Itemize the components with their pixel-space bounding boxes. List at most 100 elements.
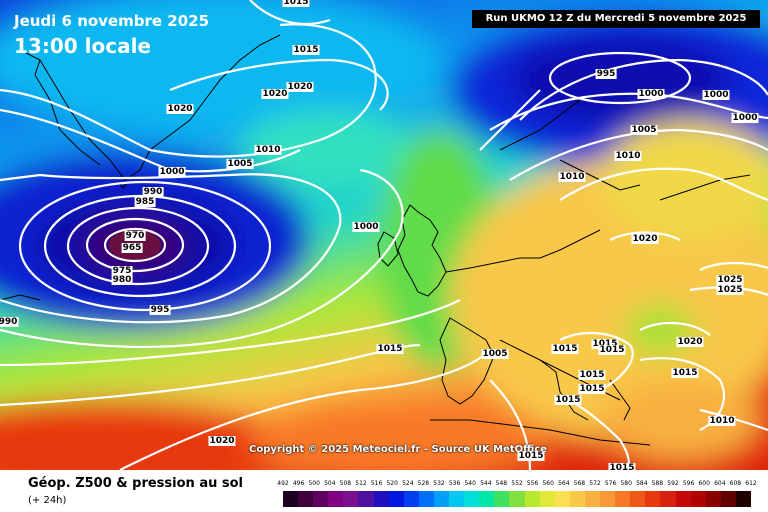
isobar-label: 1020 <box>166 104 194 114</box>
legend-footer: Géop. Z500 & pression au sol (+ 24h) 492… <box>0 470 768 512</box>
legend-tick-label: 524 <box>402 480 414 487</box>
legend-swatch <box>433 491 450 507</box>
forecast-date: Jeudi 6 novembre 2025 <box>14 12 210 30</box>
isobar-label: 1015 <box>551 344 579 354</box>
isobar-label: 1015 <box>591 339 619 349</box>
isobar-label: 985 <box>134 197 156 207</box>
isobar-label: 990 <box>142 187 164 197</box>
pressure-map-canvas <box>0 0 768 470</box>
legend-swatch <box>600 491 616 507</box>
legend-swatch <box>479 491 495 507</box>
legend-swatch <box>328 491 344 507</box>
legend-tick-label: 516 <box>370 480 383 487</box>
isobar-label: 1000 <box>352 222 380 232</box>
legend-tick-labels: 492 496 500 504 508 512 516 520 524 528 532 536 540 5… <box>277 480 756 489</box>
legend-tick-label: 596 <box>682 480 695 487</box>
legend-swatch <box>645 491 661 507</box>
product-title: Géop. Z500 & pression au sol <box>28 476 243 491</box>
legend-tick-label: 532 <box>433 480 445 487</box>
legend-tick-label: 556 <box>526 480 539 487</box>
legend-tick-label: 540 <box>464 480 476 487</box>
legend-swatch <box>464 491 480 507</box>
isobar-label: 1025 <box>716 275 744 285</box>
legend-swatch <box>343 491 359 507</box>
isobar-label: 1010 <box>614 151 642 161</box>
legend-swatch <box>675 491 692 507</box>
isobar-label: 1005 <box>630 125 658 135</box>
legend-tick-label: 576 <box>604 480 617 487</box>
legend-swatch <box>403 491 420 507</box>
isobar-label: 1005 <box>226 159 254 169</box>
legend-swatch <box>584 491 601 507</box>
legend-tick-label: 492 <box>277 480 289 487</box>
isobar-label: 1020 <box>261 89 289 99</box>
color-legend: 492 496 500 504 508 512 516 520 524 528 532 536 540 5… <box>277 480 757 507</box>
legend-swatch <box>283 491 299 507</box>
forecast-time: 13:00 locale <box>14 34 151 58</box>
isobar-label: 995 <box>595 69 617 79</box>
isobar-label: 995 <box>149 305 171 315</box>
isobar-label: 1015 <box>608 463 636 470</box>
legend-swatch <box>494 491 510 507</box>
isobar-label: 1020 <box>676 337 704 347</box>
legend-tick-label: 604 <box>714 480 726 487</box>
isobar-label: 1015 <box>282 0 310 7</box>
legend-tick-label: 568 <box>573 480 586 487</box>
isobar-label: 1010 <box>254 145 282 155</box>
isobar-label: 1015 <box>598 345 626 355</box>
legend-tick-label: 512 <box>355 480 367 487</box>
legend-swatch <box>690 491 707 507</box>
isobar-label: 1000 <box>702 90 730 100</box>
isobar-label: 970 <box>124 231 146 241</box>
isobar-label: 1015 <box>292 45 320 55</box>
isobar-label: 1015 <box>554 395 582 405</box>
legend-swatch <box>524 491 541 507</box>
legend-swatch <box>660 491 676 507</box>
legend-swatch <box>418 491 435 507</box>
isobar-label: 975 <box>111 266 133 276</box>
product-subtitle: (+ 24h) <box>28 495 67 506</box>
legend-swatch <box>313 491 329 507</box>
legend-swatch <box>630 491 646 507</box>
legend-tick-label: 612 <box>745 480 757 487</box>
legend-swatch <box>358 491 375 507</box>
isobar-label: 1015 <box>376 344 404 354</box>
legend-color-bar <box>283 491 752 507</box>
legend-swatch <box>735 491 752 507</box>
isobar-label: 1010 <box>708 416 736 426</box>
isobar-label: 1015 <box>671 368 699 378</box>
isobar-label: 965 <box>121 243 143 253</box>
legend-tick-label: 528 <box>417 480 430 487</box>
legend-tick-label: 552 <box>511 480 523 487</box>
isobar-label: 1000 <box>731 113 759 123</box>
isobar-label: 1020 <box>286 82 314 92</box>
legend-tick-label: 584 <box>636 480 648 487</box>
legend-tick-label: 520 <box>386 480 398 487</box>
legend-swatch <box>373 491 390 507</box>
legend-swatch <box>539 491 556 507</box>
legend-swatch <box>569 491 586 507</box>
legend-tick-label: 496 <box>292 480 305 487</box>
legend-swatch <box>554 491 571 507</box>
legend-swatch <box>449 491 465 507</box>
legend-tick-label: 580 <box>620 480 632 487</box>
isobar-label: 1000 <box>637 89 665 99</box>
isobar-label: 980 <box>111 275 133 285</box>
isobar-label: 1015 <box>578 370 606 380</box>
isobar-label: 1020 <box>631 234 659 244</box>
isobar-label: 1015 <box>578 384 606 394</box>
isobar-label: 1010 <box>558 172 586 182</box>
legend-swatch <box>298 491 314 507</box>
legend-tick-label: 572 <box>589 480 601 487</box>
isobar-label: 990 <box>0 317 19 327</box>
legend-tick-label: 548 <box>495 480 508 487</box>
legend-tick-label: 564 <box>558 480 570 487</box>
copyright-notice: Copyright © 2025 Meteociel.fr - Source U… <box>249 444 548 455</box>
legend-tick-label: 500 <box>308 480 320 487</box>
isobar-label: 1015 <box>517 451 545 461</box>
isobar-label: 1025 <box>716 285 744 295</box>
legend-swatch <box>509 491 526 507</box>
legend-tick-label: 608 <box>729 480 742 487</box>
legend-swatch <box>615 491 631 507</box>
isobar-label: 1000 <box>158 167 186 177</box>
